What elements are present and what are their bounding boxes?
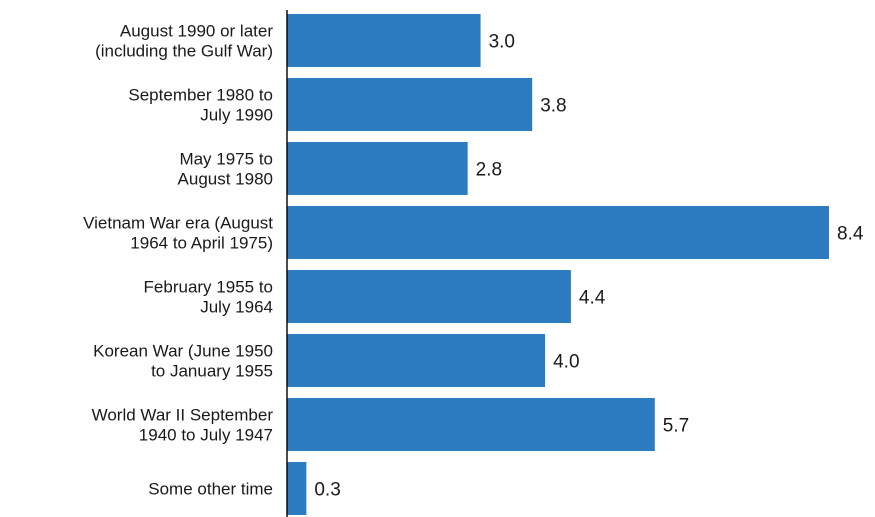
value-label-2: 2.8	[476, 160, 502, 181]
bar-5	[287, 334, 546, 387]
category-label-line: Korean War (June 1950	[93, 342, 273, 361]
bars-layer	[287, 14, 829, 515]
category-label-line: 1940 to July 1947	[139, 426, 273, 445]
category-label-line: May 1975 to	[179, 150, 273, 169]
category-label-3: Vietnam War era (August 1964 to April 197…	[83, 214, 273, 253]
value-label-4: 4.4	[579, 288, 606, 309]
category-label-4: February 1955 to July 1964	[144, 278, 273, 317]
category-label-2: May 1975 to August 1980	[178, 150, 273, 189]
value-label-3: 8.4	[837, 224, 864, 245]
category-label-line: (including the Gulf War)	[95, 42, 273, 61]
bar-2	[287, 142, 468, 195]
category-label-line: July 1990	[200, 106, 273, 125]
category-label-6: World War II September 1940 to July 1947	[92, 406, 274, 445]
bar-4	[287, 270, 571, 323]
bar-1	[287, 78, 533, 131]
value-label-6: 5.7	[663, 416, 689, 437]
category-label-line: September 1980 to	[128, 86, 273, 105]
value-labels-layer: 3.0 3.8 2.8 8.4 4.4 4.0 5.7 0.3	[314, 32, 863, 501]
value-label-0: 3.0	[489, 32, 515, 53]
bar-0	[287, 14, 481, 67]
category-label-7: Some other time	[148, 480, 273, 499]
category-label-line: February 1955 to	[144, 278, 273, 297]
category-labels-layer: August 1990 or later (including the Gulf …	[83, 22, 273, 499]
category-label-0: August 1990 or later (including the Gulf …	[95, 22, 273, 61]
category-label-1: September 1980 to July 1990	[128, 86, 273, 125]
category-label-line: World War II September	[92, 406, 274, 425]
category-label-line: Some other time	[148, 480, 273, 499]
category-label-line: Vietnam War era (August	[83, 214, 273, 233]
bar-7	[287, 462, 307, 515]
category-label-line: August 1980	[178, 170, 273, 189]
category-label-line: August 1990 or later	[120, 22, 273, 41]
category-label-line: to January 1955	[151, 362, 273, 381]
value-label-5: 4.0	[553, 352, 579, 373]
value-label-7: 0.3	[314, 480, 340, 501]
category-label-5: Korean War (June 1950 to January 1955	[93, 342, 273, 381]
bar-6	[287, 398, 655, 451]
bar-3	[287, 206, 829, 259]
category-label-line: July 1964	[200, 298, 273, 317]
value-label-1: 3.8	[540, 96, 566, 117]
category-label-line: 1964 to April 1975)	[130, 234, 273, 253]
